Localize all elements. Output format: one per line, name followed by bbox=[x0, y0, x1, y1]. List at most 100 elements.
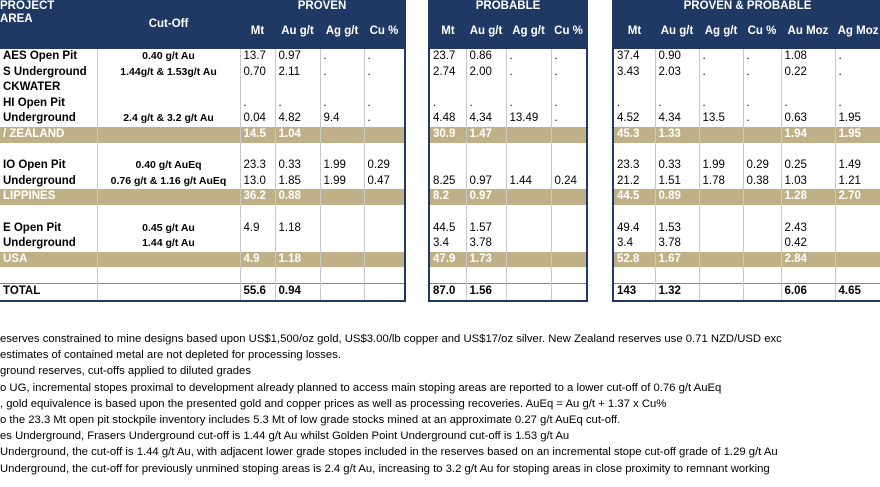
probable-cu-cell: . bbox=[550, 95, 588, 112]
footnote-line: es Underground, Frasers Underground cut-… bbox=[0, 430, 570, 443]
proven-mt-cell: 13.0 bbox=[239, 173, 275, 190]
table-row bbox=[613, 267, 880, 284]
proven-au-cell: 1.18 bbox=[274, 251, 320, 268]
table-row: HI Open Pit.... bbox=[0, 95, 406, 112]
proven-mt-cell: 13.7 bbox=[239, 49, 275, 65]
project-area-cell: CKWATER bbox=[3, 81, 61, 94]
proven-cu-cell bbox=[363, 142, 406, 159]
proven-mt-cell: 0.70 bbox=[239, 64, 275, 81]
footnote-line: eserves constrained to mine designs base… bbox=[0, 333, 782, 345]
proven-cu-cell bbox=[363, 236, 406, 252]
probable-cu-cell bbox=[550, 236, 588, 252]
pp-mt-cell: 143 bbox=[613, 282, 655, 302]
cutoff-cell bbox=[96, 95, 240, 112]
probable-ag-cell: . bbox=[505, 64, 551, 81]
pp-mt-cell: 45.3 bbox=[613, 126, 655, 143]
proven-cu-cell: 0.47 bbox=[363, 173, 406, 190]
probable-au-cell: 1.57 bbox=[465, 220, 506, 237]
cu-header: Cu % bbox=[551, 13, 588, 49]
probable-table: PROBABLE Mt Au g/t Ag g/t Cu % 23.7 0.86.… bbox=[428, 0, 589, 302]
pp-cu-cell: 0.38 bbox=[742, 173, 781, 190]
proven-ag-cell bbox=[319, 236, 364, 252]
probable-au-cell: 0.97 bbox=[465, 173, 506, 190]
probable-au-cell bbox=[465, 204, 506, 221]
ag-header: Ag g/t bbox=[506, 13, 551, 49]
footnote-line: o UG, incremental stopes proximal to dev… bbox=[0, 381, 722, 394]
probable-au-cell: 1.73 bbox=[465, 251, 506, 268]
proven-mt-cell: 4.9 bbox=[239, 251, 275, 268]
pp-cu-cell bbox=[742, 282, 781, 302]
probable-ag-cell bbox=[505, 204, 551, 221]
pp-ag-cell: 1.99 bbox=[698, 158, 743, 174]
table-row bbox=[429, 158, 588, 174]
proven-au-cell bbox=[274, 142, 320, 159]
project-area-cell: Underground bbox=[3, 237, 76, 250]
project-area-cell bbox=[0, 143, 97, 159]
project-area-cell bbox=[0, 267, 97, 283]
pp-mt-cell bbox=[613, 143, 655, 159]
proven-cu-cell bbox=[363, 282, 406, 302]
cutoff-cell bbox=[96, 282, 240, 302]
proven-mt-cell bbox=[239, 142, 275, 159]
total-row: TOTAL 55.6 0.94 bbox=[0, 282, 406, 302]
table-row: .... bbox=[429, 95, 588, 112]
pp-mt-cell bbox=[613, 205, 655, 221]
project-area-cell: S Underground bbox=[3, 65, 87, 78]
project-area-cell bbox=[0, 205, 97, 221]
table-row: 4.48 4.34 13.49. bbox=[429, 111, 588, 127]
proven-ag-cell bbox=[319, 267, 364, 284]
probable-cu-cell: . bbox=[550, 64, 588, 81]
pp-au-moz-cell: 1.03 bbox=[780, 173, 835, 190]
proven-cu-cell: . bbox=[363, 111, 406, 127]
table-row bbox=[613, 204, 880, 221]
proven-mt-cell bbox=[239, 204, 275, 221]
probable-cu-cell bbox=[550, 267, 588, 284]
pp-au-cell: . bbox=[654, 95, 699, 112]
proven-au-cell: 4.82 bbox=[274, 111, 320, 127]
pp-au-cell: 4.34 bbox=[654, 111, 699, 127]
pp-cu-cell bbox=[742, 267, 781, 284]
proven-ag-cell: 1.99 bbox=[319, 158, 364, 174]
table-row: 3.4 3.78 bbox=[429, 236, 588, 252]
proven-cu-cell: 0.29 bbox=[363, 158, 406, 174]
probable-ag-cell: 1.44 bbox=[505, 173, 551, 190]
pp-cu-cell bbox=[742, 251, 781, 268]
probable-ag-cell bbox=[505, 126, 551, 143]
cutoff-cell: 0.40 g/t AuEq bbox=[96, 158, 240, 174]
pp-au-cell: 0.90 bbox=[654, 49, 699, 65]
pp-au-moz-cell: 2.84 bbox=[780, 251, 835, 268]
project-area-header: PROJECT AREA bbox=[0, 0, 97, 49]
cu-header: Cu % bbox=[743, 13, 781, 49]
cutoff-cell bbox=[96, 80, 240, 96]
probable-cu-cell bbox=[550, 189, 588, 205]
table-row bbox=[429, 267, 588, 284]
cutoff-cell: 2.4 g/t & 3.2 g/t Au bbox=[96, 111, 240, 127]
cu-header: Cu % bbox=[364, 13, 406, 49]
proven-au-cell: 1.85 bbox=[274, 173, 320, 190]
subtotal-row: 30.9 1.47 bbox=[429, 126, 588, 143]
pp-ag-moz-cell bbox=[834, 251, 880, 268]
probable-cu-cell: 0.24 bbox=[550, 173, 588, 190]
proven-probable-table: PROVEN & PROBABLE Mt Au g/t Ag g/t Cu % … bbox=[612, 0, 880, 302]
footnote-line: Underground, the cut-off for previously … bbox=[0, 462, 770, 475]
proven-au-cell: 2.11 bbox=[274, 64, 320, 81]
pp-ag-cell bbox=[698, 142, 743, 159]
pp-ag-moz-cell: 1.49 bbox=[834, 158, 880, 174]
pp-ag-moz-cell: . bbox=[834, 95, 880, 112]
total-row: 87.0 1.56 bbox=[429, 282, 588, 302]
probable-au-cell bbox=[465, 80, 506, 96]
proven-au-cell bbox=[274, 204, 320, 221]
au-header: Au g/t bbox=[655, 13, 699, 49]
proven-ag-cell bbox=[319, 189, 364, 205]
proven-mt-cell: 23.3 bbox=[239, 158, 275, 174]
proven-au-cell: 1.18 bbox=[274, 220, 320, 237]
au-header: Au g/t bbox=[466, 13, 506, 49]
pp-au-cell: 1.53 bbox=[654, 220, 699, 237]
pp-ag-moz-cell bbox=[834, 80, 880, 96]
pp-au-moz-cell bbox=[780, 267, 835, 284]
project-area-cell: LIPPINES bbox=[0, 189, 97, 205]
table-row bbox=[429, 142, 588, 159]
proven-ag-cell: . bbox=[319, 64, 364, 81]
pp-cu-cell bbox=[742, 236, 781, 252]
footnote-line: , gold equivalence is based upon the pre… bbox=[0, 397, 667, 410]
